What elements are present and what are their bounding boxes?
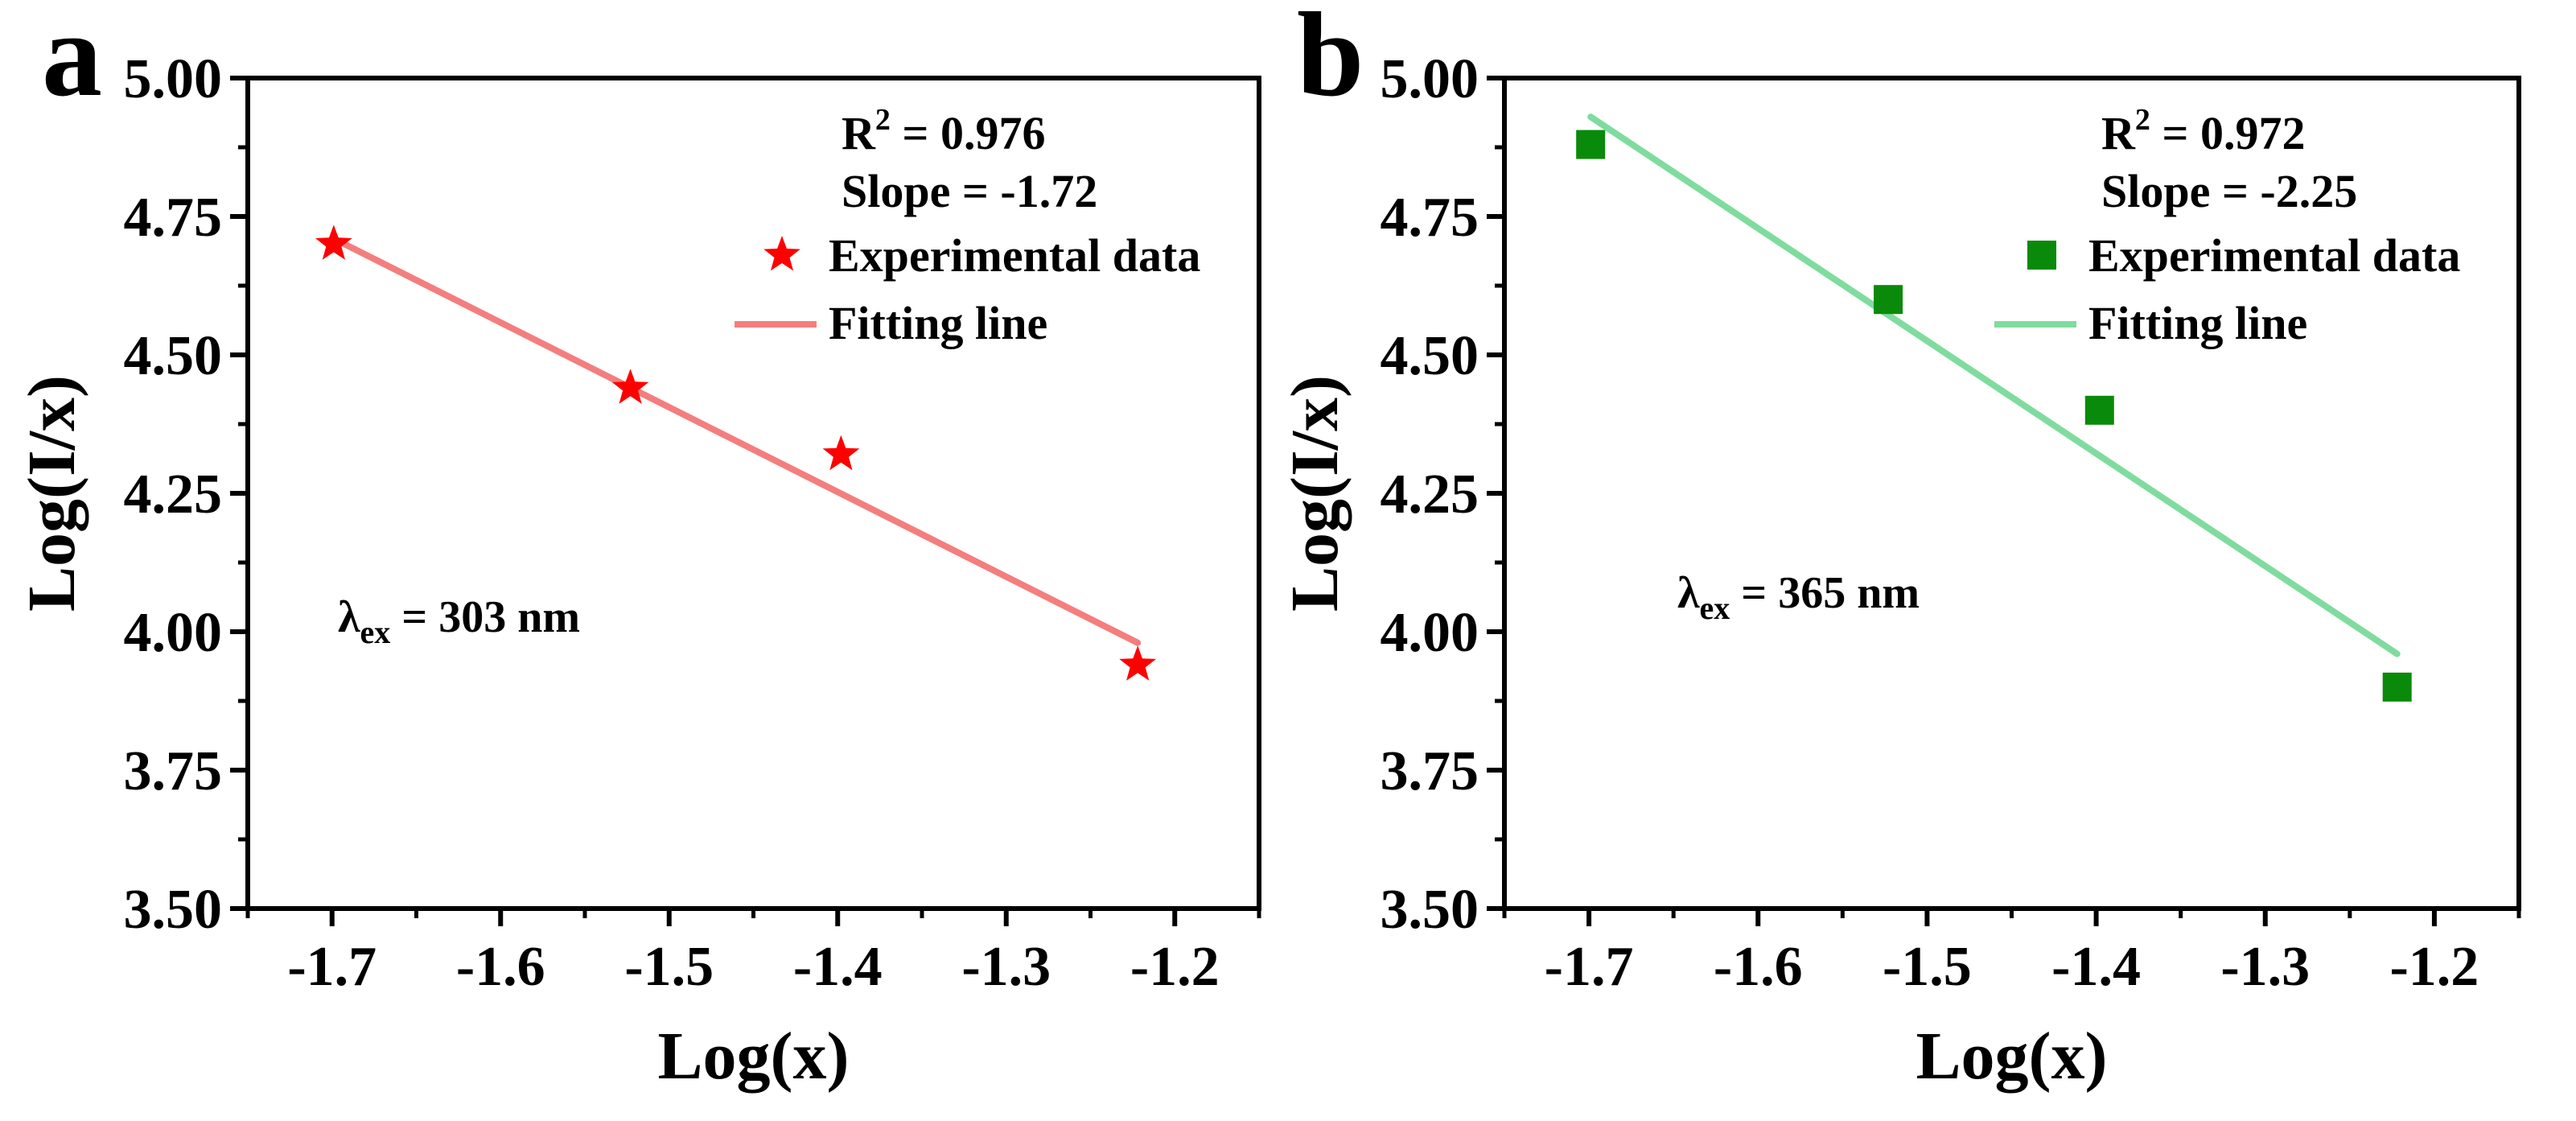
data-point	[2382, 672, 2412, 702]
data-point	[822, 435, 860, 471]
x-tick-label: -1.7	[287, 936, 377, 998]
y-axis-title: Log(I/x)	[1278, 375, 1352, 612]
y-tick-label: 3.50	[1381, 879, 1479, 941]
x-tick-label: -1.6	[1714, 936, 1803, 998]
y-tick-label: 3.75	[1381, 740, 1479, 802]
panel-label: a	[42, 0, 102, 122]
data-point	[1576, 130, 1606, 159]
x-tick-label: -1.7	[1545, 936, 1634, 998]
data-point	[611, 369, 649, 404]
y-tick-label: 5.00	[124, 48, 223, 110]
panel-a: 3.50 3.75 4.00 4.25 4.50 4.75 5.00 -1.7 -1.6 -1.5…	[14, 0, 1261, 1094]
panel-b: 3.50 3.75 4.00 4.25 4.50 4.75 5.00 -1.7 -1.6 -1.5…	[1278, 0, 2521, 1094]
fitting-line	[1587, 113, 2401, 657]
data-point	[1119, 645, 1156, 681]
legend-marker	[763, 236, 800, 271]
legend-label-data: Experimental data	[829, 229, 1200, 282]
x-tick-label: -1.5	[1883, 936, 1972, 998]
x-axis-title: Log(x)	[1916, 1019, 2108, 1094]
y-tick-label: 4.00	[124, 602, 223, 664]
excitation-annotation: λex = 365 nm	[1677, 568, 1920, 626]
legend-label-fit: Fitting line	[829, 297, 1047, 349]
x-tick-label: -1.5	[624, 936, 714, 998]
fitting-line	[330, 235, 1142, 646]
x-tick-label: -1.3	[961, 936, 1051, 998]
plot-frame	[245, 76, 1261, 911]
panel-label: b	[1297, 0, 1364, 122]
y-tick-label: 4.25	[1381, 464, 1479, 525]
slope-annotation: Slope = -2.25	[2101, 165, 2357, 217]
plot-frame	[1502, 76, 2521, 911]
legend: Experimental data Fitting line	[735, 229, 1200, 349]
y-tick-label: 4.00	[1381, 602, 1479, 664]
data-point	[2084, 395, 2114, 425]
x-tick-label: -1.6	[456, 936, 545, 998]
legend-marker	[2027, 241, 2056, 270]
y-tick-label: 4.25	[124, 464, 223, 525]
data-point	[315, 225, 352, 260]
x-tick-label: -1.4	[793, 936, 883, 998]
y-tick-label: 5.00	[1381, 48, 1479, 110]
slope-annotation: Slope = -1.72	[842, 165, 1097, 217]
x-tick-label: -1.2	[2390, 936, 2479, 998]
y-tick-label: 4.50	[1381, 325, 1479, 387]
r2-annotation: R2 = 0.976	[842, 103, 1045, 159]
x-axis-title: Log(x)	[658, 1019, 850, 1094]
x-tick-label: -1.3	[2220, 936, 2310, 998]
y-tick-label: 4.75	[1381, 187, 1479, 249]
x-tick-label: -1.2	[1130, 936, 1220, 998]
legend-label-data: Experimental data	[2088, 229, 2460, 282]
data-point	[1874, 285, 1903, 315]
y-axis-title: Log(I/x)	[14, 375, 89, 612]
legend-label-fit: Fitting line	[2088, 297, 2307, 349]
r2-annotation: R2 = 0.972	[2101, 103, 2305, 159]
x-tick-label: -1.4	[2051, 936, 2141, 998]
y-tick-label: 4.50	[124, 325, 223, 387]
excitation-annotation: λex = 303 nm	[338, 592, 580, 650]
legend: Experimental data Fitting line	[1994, 229, 2460, 349]
y-tick-label: 3.50	[124, 879, 223, 941]
y-tick-label: 3.75	[124, 740, 223, 802]
y-tick-label: 4.75	[124, 187, 223, 249]
